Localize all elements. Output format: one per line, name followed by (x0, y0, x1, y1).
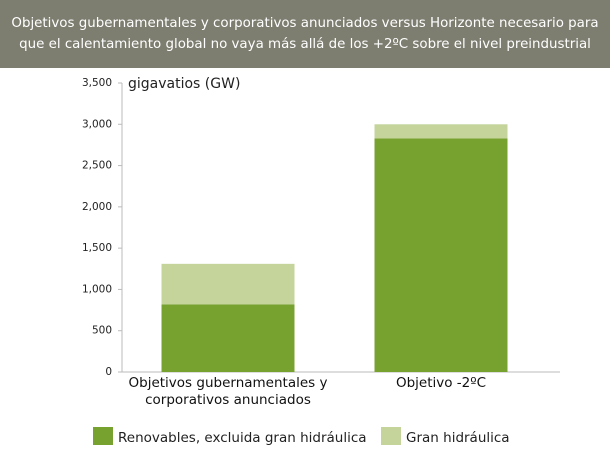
y-tick-label: 1,500 (82, 242, 112, 254)
y-tick-label: 0 (105, 366, 112, 378)
legend-label: Renovables, excluida gran hidráulica (118, 430, 367, 446)
y-tick-label: 1,000 (82, 283, 112, 295)
legend-label: Gran hidráulica (406, 430, 510, 446)
bar-segment (374, 124, 508, 139)
y-tick-label: 2,500 (82, 160, 112, 172)
legend-swatch (93, 427, 113, 445)
bar-segment (161, 304, 295, 372)
y-tick-label: 3,000 (82, 118, 112, 130)
y-tick-label: 500 (92, 325, 112, 337)
y-axis-label: gigavatios (GW) (128, 76, 240, 92)
bar-segment (374, 138, 508, 372)
x-tick-label: Objetivos gubernamentales y corporativos… (128, 375, 328, 408)
legend-swatch (381, 427, 401, 445)
y-tick-label: 3,500 (82, 77, 112, 89)
bar-segment (161, 263, 295, 305)
x-tick-label: Objetivo -2ºC (395, 375, 487, 391)
y-tick-label: 2,000 (82, 201, 112, 213)
chart-title: Objetivos gubernamentales y corporativos… (0, 0, 610, 68)
